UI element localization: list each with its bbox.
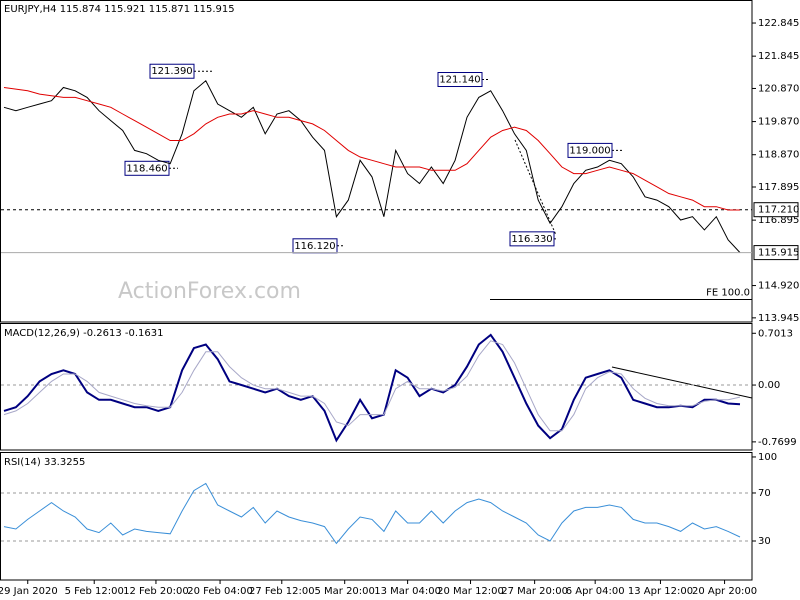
y-tick-label: 122.845 (758, 18, 799, 29)
rsi-panel-frame (0, 452, 753, 581)
x-tick-label: 27 Feb 12:00 (249, 586, 315, 597)
y-tick-label: 114.920 (758, 281, 799, 292)
y-tick-label: 100 (758, 452, 777, 463)
current-price-label: 115.915 (758, 248, 799, 259)
y-tick-label: 118.870 (758, 150, 799, 161)
rsi-series-line (3, 482, 741, 545)
annotation-label: 116.330 (511, 234, 552, 245)
price-title: EURJPY,H4 115.874 115.921 115.871 115.91… (4, 4, 235, 15)
x-tick-label: 20 Feb 04:00 (187, 586, 253, 597)
price-series-line (3, 87, 740, 211)
annotation-label: 116.120 (294, 241, 335, 252)
x-tick-label: 20 Apr 20:00 (692, 586, 757, 597)
y-tick-label: 119.870 (758, 117, 799, 128)
y-tick-label: 121.845 (758, 51, 799, 62)
y-tick-label: 120.870 (758, 83, 799, 94)
annotation-box (437, 72, 483, 88)
x-tick-label: 12 Feb 20:00 (123, 586, 189, 597)
x-tick-label: 13 Mar 04:00 (374, 586, 441, 597)
y-tick-label: -0.7699 (758, 437, 797, 448)
macd-trendline (611, 366, 753, 399)
annotation-label: 119.000 (569, 145, 610, 156)
x-tick-label: 5 Mar 20:00 (314, 586, 374, 597)
y-tick-label: 30 (758, 536, 771, 547)
y-tick-label: 116.895 (758, 215, 799, 226)
price-series-line (3, 80, 741, 253)
y-tick-label: 113.945 (758, 313, 799, 324)
macd-panel-frame (0, 323, 753, 451)
annotation-label: 118.460 (126, 163, 167, 174)
y-tick-label: 0.00 (758, 380, 780, 391)
macd-series-line (3, 333, 741, 443)
y-tick-label: 0.7013 (758, 328, 793, 339)
annotation-box (509, 231, 555, 247)
y-tick-label: 70 (758, 488, 771, 499)
y-tick-label: 117.895 (758, 182, 799, 193)
x-tick-label: 6 Apr 04:00 (566, 586, 625, 597)
x-tick-label: 29 Jan 2020 (0, 586, 58, 597)
price-panel-frame (0, 0, 753, 323)
x-tick-label: 13 Apr 12:00 (628, 586, 693, 597)
annotation-box (149, 63, 195, 79)
watermark: ActionForex.com (118, 279, 301, 304)
annotation-label: 121.140 (439, 75, 480, 86)
annotation-box (124, 160, 170, 176)
x-tick-label: 20 Mar 12:00 (437, 586, 504, 597)
rsi-title: RSI(14) 33.3255 (4, 457, 85, 468)
x-tick-label: 27 Mar 20:00 (501, 586, 568, 597)
macd-series-line (3, 340, 741, 432)
level-label: 117.210 (758, 205, 799, 216)
fe-label: FE 100.0 (706, 287, 750, 298)
annotation-box (567, 142, 613, 158)
macd-title: MACD(12,26,9) -0.2613 -0.1631 (4, 328, 164, 339)
annotation-label: 121.390 (151, 66, 192, 77)
swing-connector (514, 139, 557, 236)
x-tick-label: 5 Feb 12:00 (65, 586, 124, 597)
current-price-box (753, 245, 799, 261)
level-box (753, 202, 799, 218)
